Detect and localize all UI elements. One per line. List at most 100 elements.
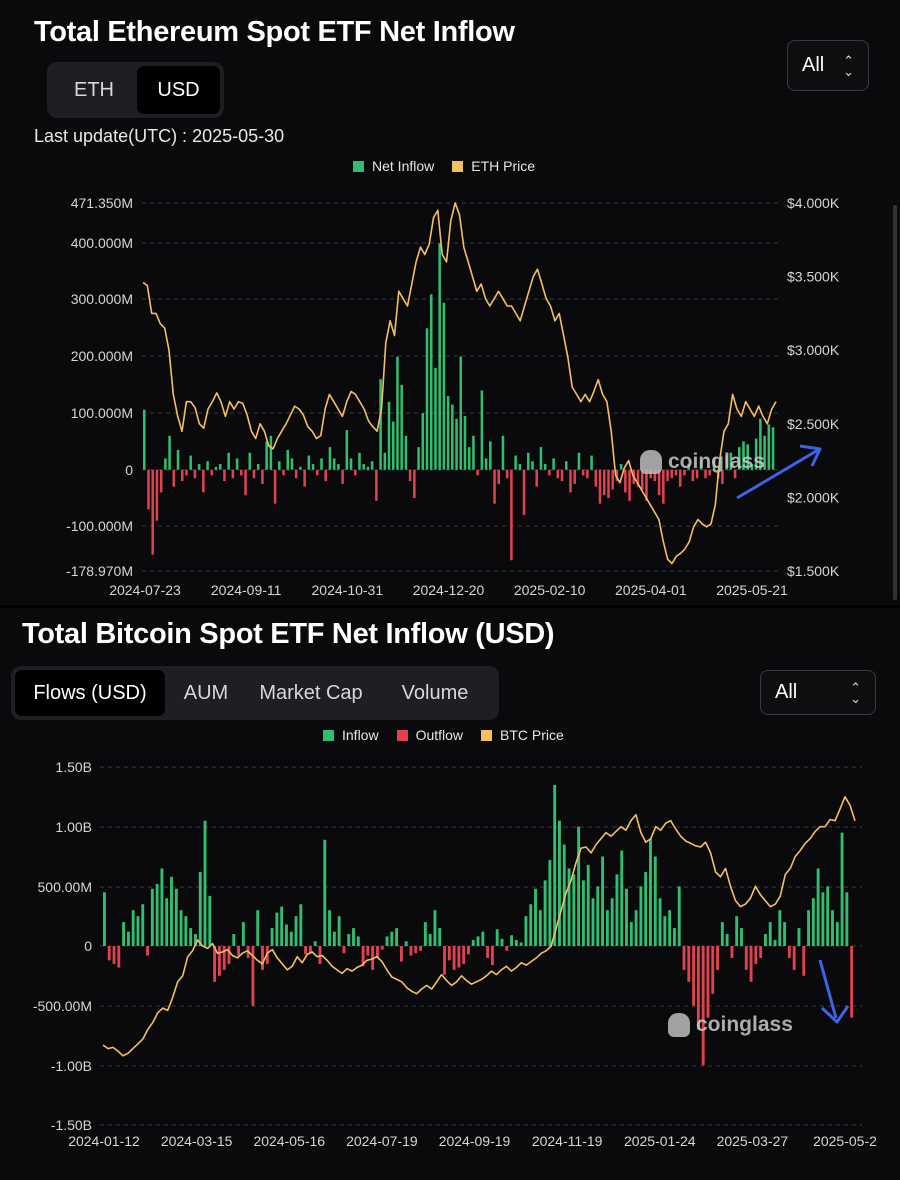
inflow-bar (299, 466, 302, 470)
legend-inflow[interactable]: Inflow (323, 727, 379, 743)
tab-volume[interactable]: Volume (401, 681, 469, 704)
inflow-bar (323, 839, 327, 946)
eth-range-dropdown[interactable]: All ⌃ ⌄ (787, 40, 869, 91)
outflow-bar (273, 469, 277, 504)
inflow-bar (538, 910, 542, 946)
outflow-bar (112, 946, 116, 964)
inflow-bar (577, 826, 581, 946)
inflow-bar (332, 931, 336, 946)
inflow-bar (489, 441, 492, 470)
outflow-bar (217, 946, 221, 976)
legend-net-inflow[interactable]: Net Inflow (353, 158, 434, 174)
inflow-bar (391, 421, 395, 470)
inflow-bar (531, 461, 534, 470)
inflow-bar (356, 936, 360, 946)
inflow-bar (286, 449, 290, 470)
legend-btc-price[interactable]: BTC Price (481, 727, 564, 743)
tab-market-cap[interactable]: Market Cap (259, 681, 363, 704)
legend-swatch-price (481, 729, 493, 741)
inflow-bar (320, 458, 323, 470)
outflow-bar (447, 946, 451, 961)
outflow-bar (704, 469, 707, 479)
outflow-bar (213, 946, 217, 982)
outflow-bar (180, 469, 184, 482)
outflow-bar (227, 946, 231, 964)
inflow-bar (821, 892, 825, 946)
tab-usd[interactable]: USD (137, 66, 220, 114)
chevron-updown-icon: ⌃ ⌄ (850, 679, 861, 706)
inflow-bar (168, 435, 171, 470)
inflow-bar (725, 934, 729, 946)
y-tick-label: 200.000M (71, 348, 133, 364)
btc-chart-title: Total Bitcoin Spot ETF Net Inflow (USD) (22, 618, 555, 650)
outflow-bar (462, 946, 466, 964)
y-tick-label: 471.350M (71, 195, 133, 211)
outflow-bar (721, 469, 724, 484)
inflow-bar (131, 910, 135, 946)
y-tick-label: 1.00B (55, 819, 92, 835)
inflow-bar (429, 294, 433, 470)
tab-flows[interactable]: Flows (USD) (15, 670, 165, 716)
outflow-bar (316, 469, 319, 476)
inflow-bar (472, 435, 475, 470)
x-tick-label: 2024-07-23 (109, 582, 181, 598)
inflow-bar (771, 427, 775, 470)
inflow-bar (463, 415, 467, 470)
outflow-bar (443, 946, 446, 975)
outflow-bar (691, 469, 695, 482)
legend-eth-price[interactable]: ETH Price (452, 158, 535, 174)
inflow-bar (170, 876, 173, 946)
inflow-bar (143, 409, 146, 470)
legend-outflow[interactable]: Outflow (396, 727, 463, 743)
outflow-bar (636, 469, 640, 487)
outflow-bar (222, 946, 226, 970)
inflow-bar (126, 931, 130, 946)
inflow-bar (778, 910, 782, 946)
btc-range-dropdown[interactable]: All ⌃ ⌄ (760, 670, 876, 715)
inflow-bar (232, 934, 236, 946)
inflow-bar (235, 458, 239, 470)
inflow-bar (198, 872, 202, 946)
y2-tick-label: $3.000K (787, 342, 840, 358)
outflow-bar (716, 946, 719, 970)
inflow-bar (620, 850, 624, 946)
inflow-bar (596, 886, 600, 946)
inflow-bar (501, 435, 505, 470)
inflow-bar (311, 464, 315, 470)
outflow-bar (237, 946, 240, 956)
outflow-bar (674, 469, 678, 476)
outflow-bar (117, 946, 121, 968)
inflow-bar (591, 898, 595, 946)
outflow-bar (696, 946, 700, 1030)
inflow-bar (206, 461, 209, 470)
tab-eth[interactable]: ETH (74, 78, 114, 101)
inflow-bar (590, 455, 593, 470)
outflow-bar (155, 469, 159, 521)
outflow-bar (535, 469, 538, 487)
x-tick-label: 2025-01-24 (624, 1133, 696, 1149)
outflow-bar (282, 469, 285, 476)
outflow-bar (490, 946, 494, 966)
inflow-bar (565, 461, 568, 470)
outflow-bar (573, 469, 576, 484)
outflow-bar (708, 469, 712, 476)
trend-arrow-up-icon (736, 448, 819, 500)
inflow-bar (155, 883, 159, 946)
btc-chart-svg: 1.50B1.00B500.00M0-500.00M-1.00B-1.50B20… (33, 759, 877, 1149)
inflow-bar (514, 455, 517, 470)
eth-chart-title: Total Ethereum Spot ETF Net Inflow (34, 16, 515, 48)
inflow-bar (826, 886, 830, 946)
inflow-bar (390, 931, 394, 946)
y-tick-label: 300.000M (71, 291, 133, 307)
outflow-bar (602, 469, 606, 496)
inflow-bar (572, 874, 576, 946)
inflow-bar (610, 898, 614, 946)
inflow-bar (605, 910, 609, 946)
tab-aum[interactable]: AUM (183, 681, 229, 704)
legend-swatch-inflow (323, 729, 334, 741)
inflow-bar (767, 424, 771, 470)
inflow-bar (194, 934, 197, 946)
outflow-bar (244, 469, 247, 496)
inflow-bar (663, 916, 667, 946)
outflow-bar (640, 469, 644, 490)
